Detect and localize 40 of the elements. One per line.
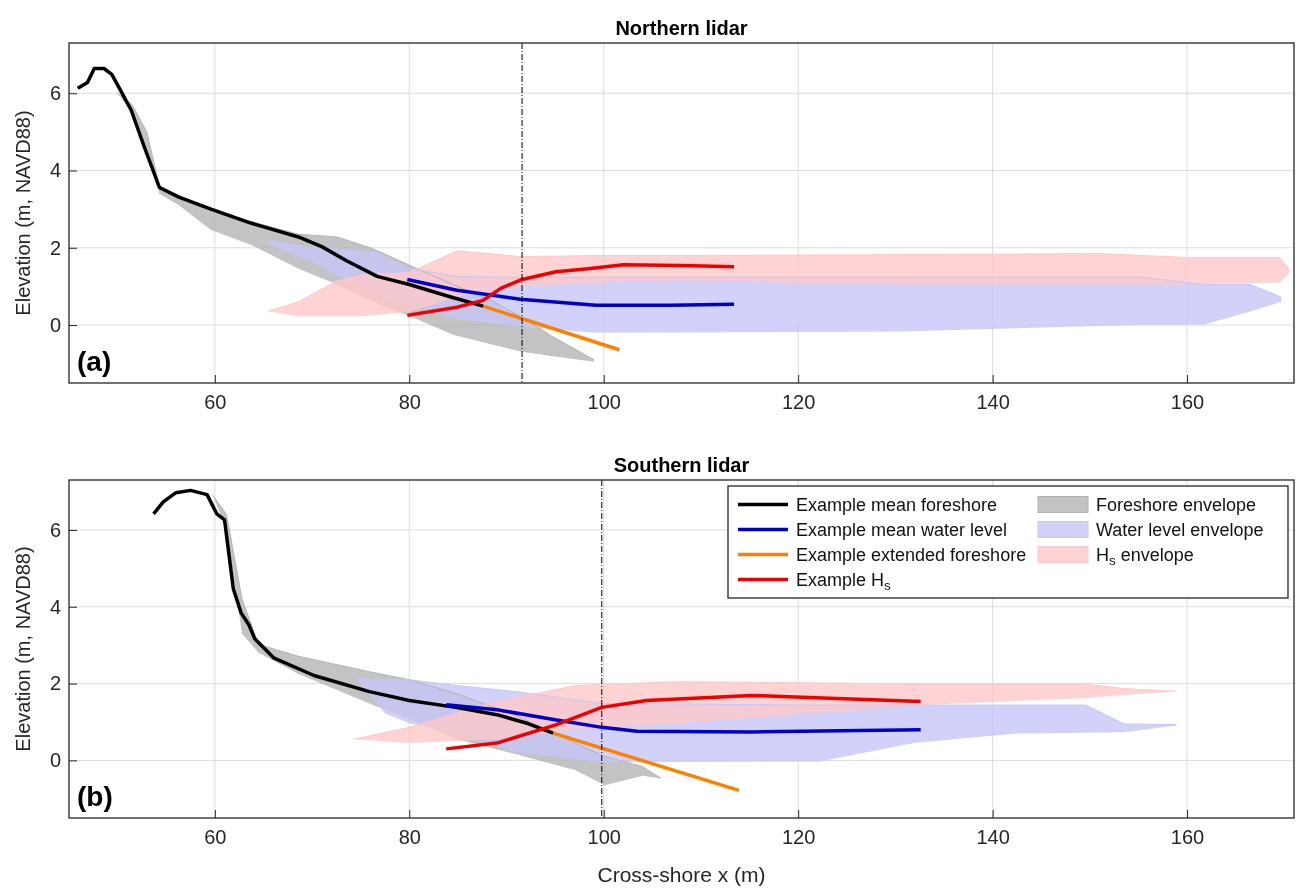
x-tick-label: 140: [976, 391, 1010, 414]
x-tick-label: 120: [781, 826, 816, 849]
x-tick-label: 60: [204, 826, 227, 849]
x-axis-title: Cross-shore x (m): [597, 863, 766, 886]
annotation: (a): [77, 346, 112, 377]
line-series: [151, 488, 555, 735]
y-axis-title: Elevation (m, NAVD88): [12, 110, 34, 316]
legend-label: Water level envelope: [1096, 519, 1264, 540]
chart-title: Northern lidar: [615, 17, 748, 39]
x-tick-label: 160: [1170, 826, 1205, 849]
x-tick-label: 100: [587, 826, 621, 849]
y-tick-label: 2: [49, 672, 61, 695]
x-tick-label: 100: [587, 391, 621, 414]
y-tick-label: 6: [49, 82, 61, 105]
legend-label: H$_{s}$ envelope: [1096, 544, 1194, 568]
legend-label: Foreshore envelope: [1096, 494, 1257, 515]
y-tick-label: 6: [49, 518, 61, 541]
line-series: [405, 277, 736, 308]
line-series: [76, 66, 485, 308]
y-tick-label: 2: [49, 236, 61, 259]
y-tick-label: 4: [49, 595, 61, 618]
x-tick-label: 120: [781, 391, 816, 414]
legend-label: Example mean water level: [796, 519, 1008, 540]
legend-label: Example mean foreshore: [796, 494, 998, 515]
x-tick-label: 160: [1170, 391, 1205, 414]
x-tick-label: 60: [204, 391, 227, 414]
x-tick-label: 140: [976, 826, 1010, 849]
x-tick-label: 80: [398, 391, 421, 414]
y-tick-label: 0: [49, 313, 61, 336]
y-tick-label: 4: [49, 159, 61, 182]
legend-label: Example extended foreshore: [796, 544, 1027, 565]
y-axis-title: Elevation (m, NAVD88): [12, 546, 34, 752]
annotation: (b): [77, 781, 113, 812]
chart-title: Southern lidar: [613, 454, 750, 476]
x-tick-label: 80: [398, 826, 421, 849]
y-tick-label: 0: [49, 749, 61, 772]
line-series: [444, 693, 923, 751]
line-series: [405, 263, 736, 318]
legend-label: Example H$_{s}$: [796, 569, 892, 593]
line-series: [444, 702, 923, 734]
